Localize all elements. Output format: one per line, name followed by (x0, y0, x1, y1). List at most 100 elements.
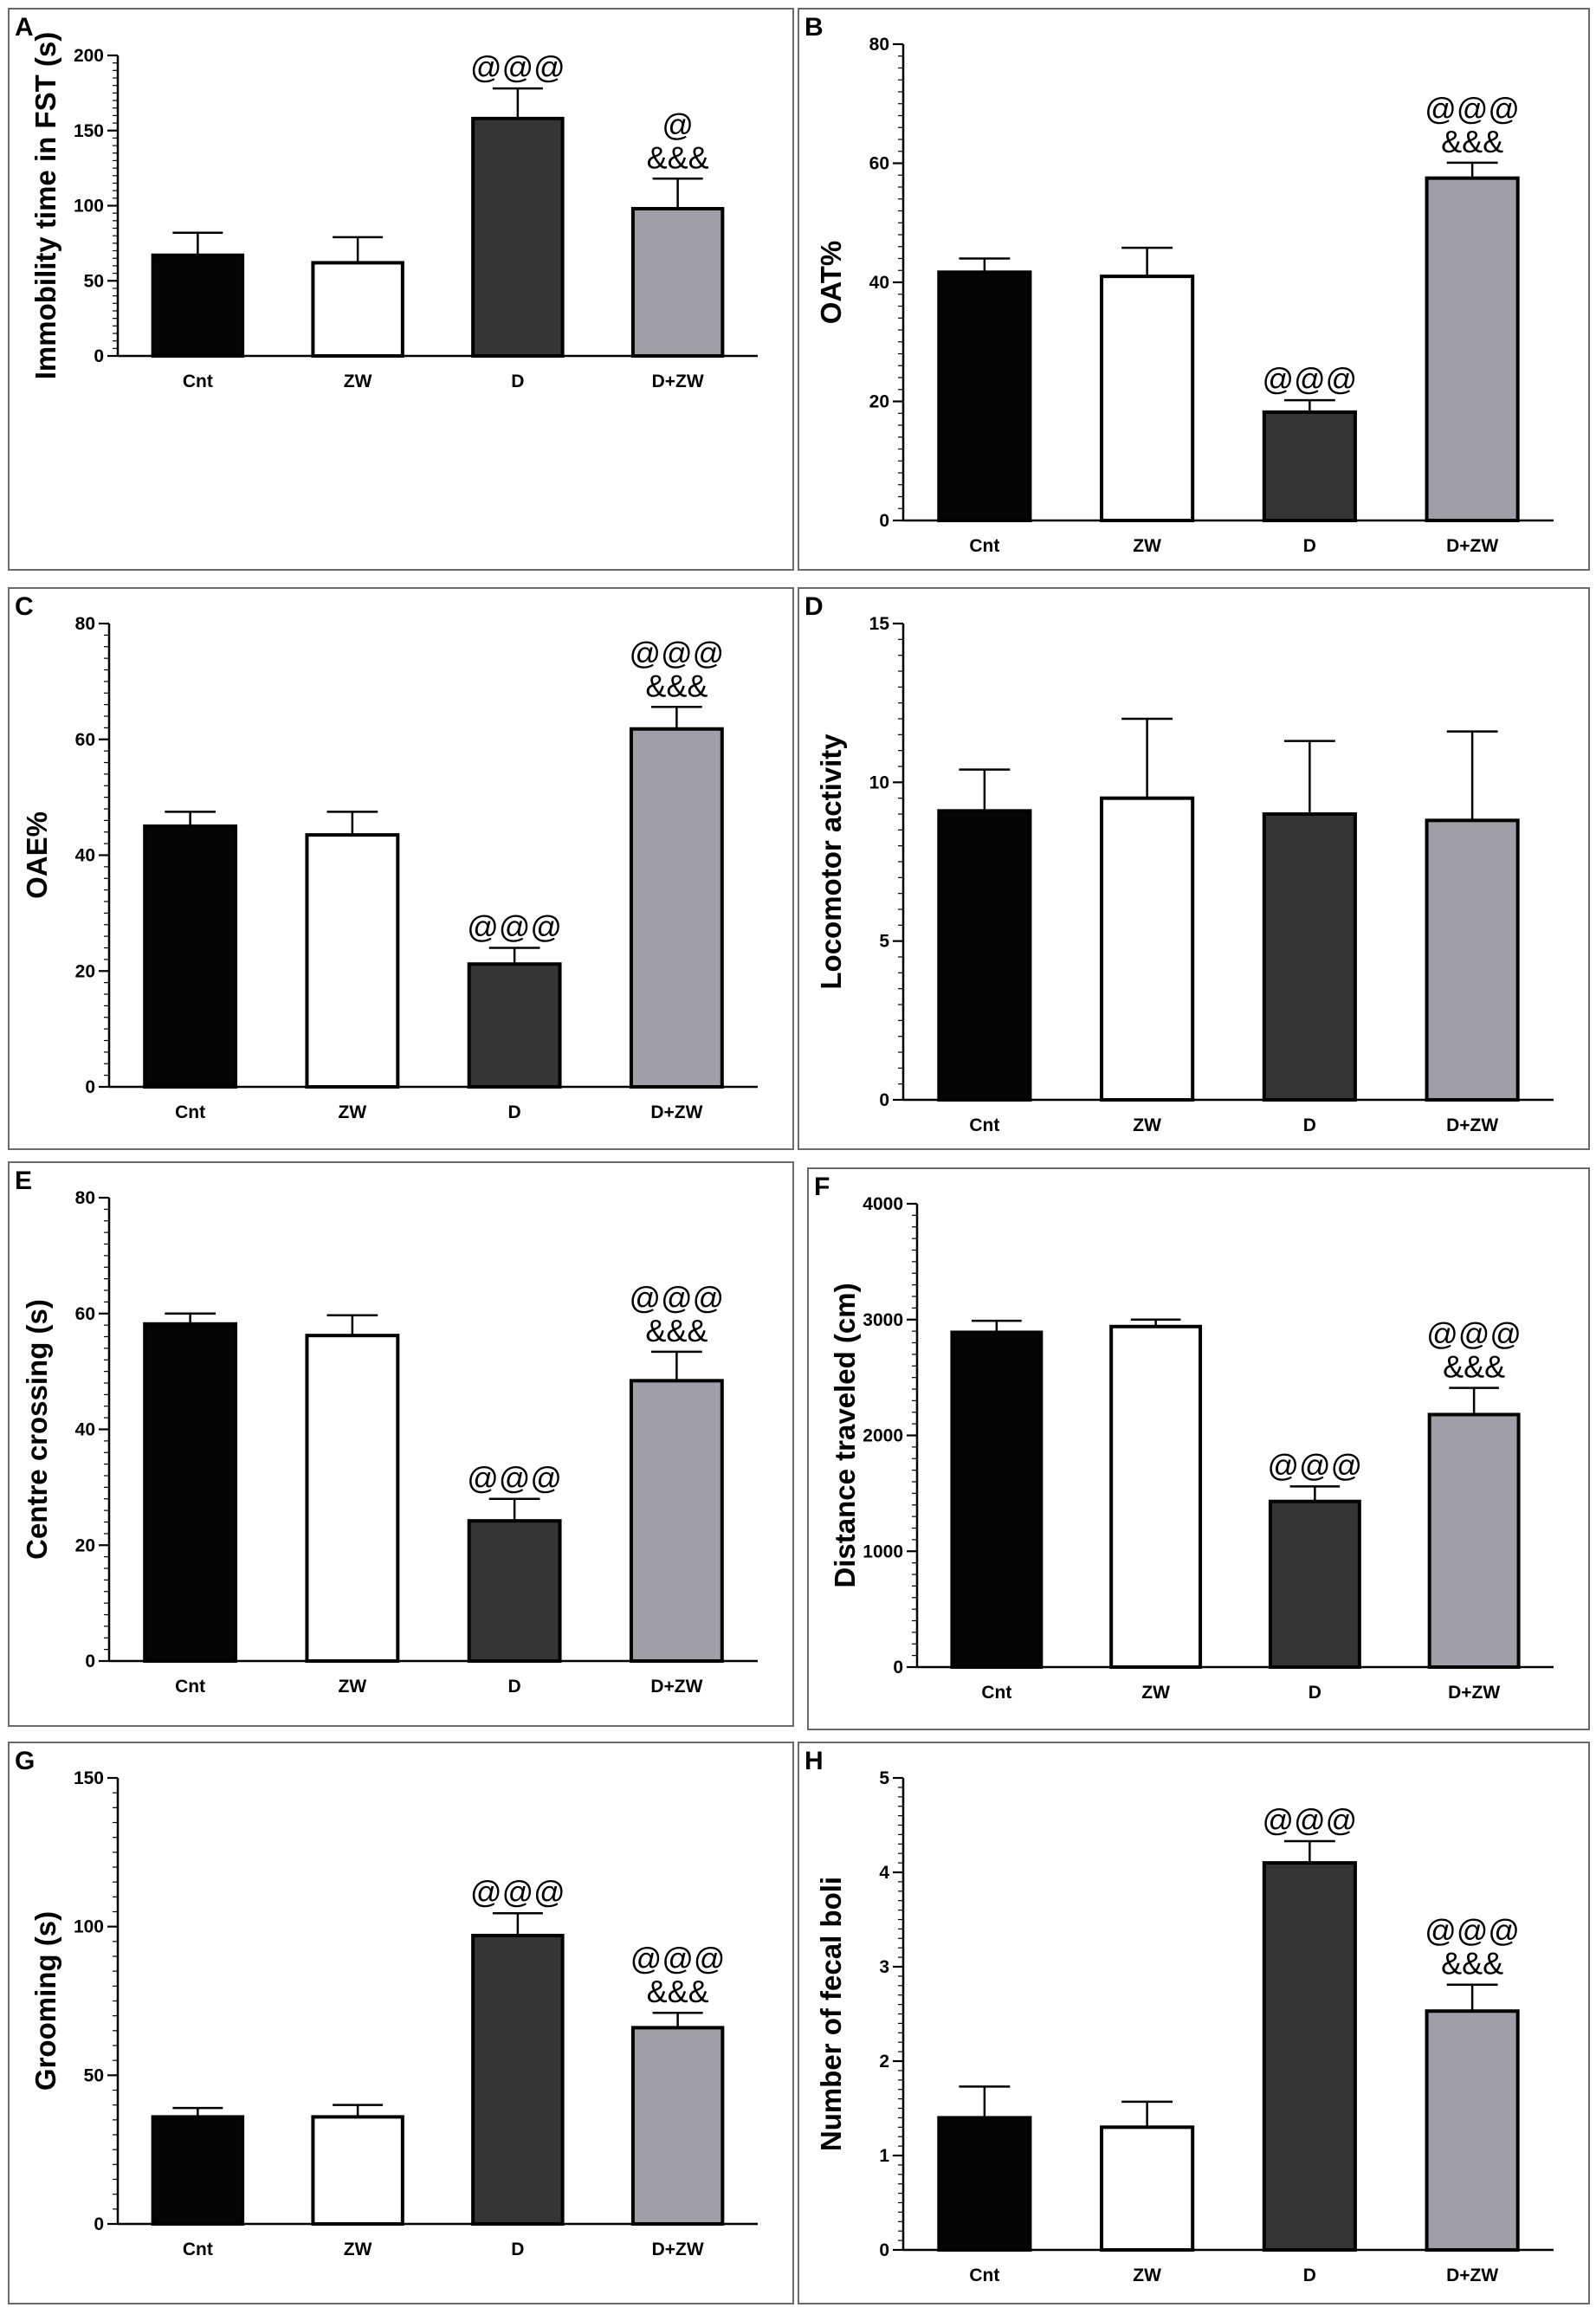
bar-cnt (937, 809, 1032, 1102)
x-tick-label: D (508, 1677, 521, 1697)
x-tick-label: ZW (339, 1102, 367, 1122)
y-axis-label: Distance traveled (cm) (829, 1283, 861, 1587)
bar-d (1262, 410, 1357, 522)
significance-annotation: @@@ (630, 1941, 726, 1976)
x-tick-label: Cnt (969, 536, 999, 556)
y-tick-label: 4000 (863, 1194, 903, 1214)
significance-annotation: @@@ (1263, 361, 1358, 397)
significance-annotation: &&& (647, 1974, 709, 2009)
y-tick-label: 5 (879, 932, 889, 952)
x-tick-label: ZW (1141, 1683, 1170, 1703)
panel-label: E (15, 1167, 33, 1195)
y-axis-label: Locomotor activity (815, 734, 847, 990)
panel-label: A (15, 13, 34, 42)
x-tick-label: D (508, 1102, 521, 1122)
y-tick-label: 15 (869, 614, 890, 634)
y-tick-label: 40 (869, 273, 889, 293)
panel-f: 0 1000 2000 3000 4000 Distance traveled (cm) C… (807, 1167, 1590, 1730)
significance-annotation: @@@ (1425, 91, 1520, 126)
y-tick-label: 50 (84, 271, 104, 291)
bar-d-plus-zw (630, 206, 725, 358)
y-tick-label: 80 (869, 35, 889, 55)
y-axis-label: Immobility time in FST (s) (29, 32, 61, 380)
x-tick-label: D+ZW (652, 372, 704, 391)
significance-annotation: @ (662, 107, 694, 142)
bar-d (1262, 1861, 1357, 2252)
x-tick-label: D+ZW (650, 1677, 702, 1697)
y-tick-label: 1 (879, 2146, 889, 2166)
panel-e: 0 20 40 60 80 Centre crossing (s) Cnt ZW D @@@ D+Z… (8, 1161, 794, 1727)
x-tick-label: ZW (344, 372, 372, 391)
x-tick-label: D+ZW (650, 1102, 702, 1122)
bar-zw (1100, 796, 1195, 1102)
y-tick-label: 0 (94, 2214, 104, 2234)
y-tick-label: 0 (94, 346, 104, 366)
bar-d-plus-zw (1425, 2009, 1520, 2252)
bar-d-plus-zw (1427, 1412, 1521, 1669)
bar-d-plus-zw (1425, 176, 1520, 522)
y-tick-label: 40 (75, 1420, 95, 1440)
x-tick-label: D+ZW (652, 2240, 704, 2259)
y-axis-label: OAT% (815, 241, 847, 325)
chart-d: 0 5 10 15 Locomotor activity Cnt ZW D D+ZW (815, 614, 1554, 1135)
significance-annotation: @@@ (470, 1874, 565, 1910)
chart-h: 0 1 2 3 4 5 Number of fecal boli Cnt ZW D @@@ D+ZW @… (815, 1768, 1554, 2285)
bar-cnt (937, 270, 1032, 522)
y-axis-label: Centre crossing (s) (21, 1299, 53, 1560)
significance-annotation: @@@ (1426, 1316, 1522, 1352)
y-axis-label: Number of fecal boli (815, 1877, 847, 2151)
x-tick-label: ZW (1133, 536, 1161, 556)
y-tick-label: 2 (879, 2052, 889, 2072)
x-tick-label: Cnt (981, 1683, 1011, 1703)
bar-zw (305, 833, 400, 1089)
y-tick-label: 100 (74, 197, 104, 217)
bar-d (1262, 812, 1357, 1102)
x-tick-label: D (511, 2240, 524, 2259)
bar-zw (1109, 1324, 1203, 1669)
significance-annotation: &&& (1441, 124, 1503, 159)
y-tick-label: 80 (75, 1188, 95, 1208)
significance-annotation: @@@ (467, 909, 562, 945)
significance-annotation: @@@ (630, 635, 725, 670)
bar-zw (305, 1334, 400, 1663)
significance-annotation: &&& (645, 668, 708, 703)
y-tick-label: 60 (75, 730, 95, 750)
significance-annotation: @@@ (1268, 1447, 1363, 1483)
y-tick-label: 200 (74, 46, 104, 66)
y-tick-label: 4 (879, 1863, 889, 1883)
bar-zw (1100, 2125, 1195, 2252)
panel-h: 0 1 2 3 4 5 Number of fecal boli Cnt ZW D @@@ D+ZW @… (798, 1742, 1590, 2304)
panel-label: D (804, 592, 824, 621)
significance-annotation: @@@ (1425, 1913, 1520, 1949)
x-tick-label: ZW (1133, 2266, 1161, 2285)
y-tick-label: 0 (879, 511, 889, 531)
y-tick-label: 5 (879, 1768, 889, 1788)
significance-annotation: &&& (647, 139, 709, 175)
x-tick-label: ZW (344, 2240, 372, 2259)
bar-d (1268, 1499, 1361, 1669)
x-tick-label: Cnt (183, 372, 213, 391)
significance-annotation: &&& (645, 1313, 708, 1348)
bar-cnt (143, 824, 238, 1089)
y-tick-label: 60 (75, 1304, 95, 1324)
x-tick-label: D (1303, 536, 1316, 556)
bar-cnt (937, 2116, 1032, 2252)
bar-cnt (143, 1322, 238, 1663)
bar-d-plus-zw (630, 2026, 725, 2226)
y-tick-label: 150 (74, 121, 104, 141)
y-tick-label: 0 (85, 1651, 95, 1671)
y-tick-label: 0 (893, 1658, 903, 1677)
y-axis-label: Grooming (s) (29, 1911, 61, 2091)
panel-c: 0 20 40 60 80 OAE% Cnt ZW D @@@ D+ZW @@@ &&& C (8, 587, 794, 1150)
y-tick-label: 150 (74, 1768, 104, 1788)
y-tick-label: 0 (85, 1077, 95, 1097)
bar-cnt (151, 2115, 245, 2226)
x-tick-label: Cnt (969, 1115, 999, 1135)
bar-zw (311, 261, 404, 358)
panel-label: B (804, 13, 824, 42)
x-tick-label: Cnt (969, 2266, 999, 2285)
y-tick-label: 80 (75, 614, 95, 634)
